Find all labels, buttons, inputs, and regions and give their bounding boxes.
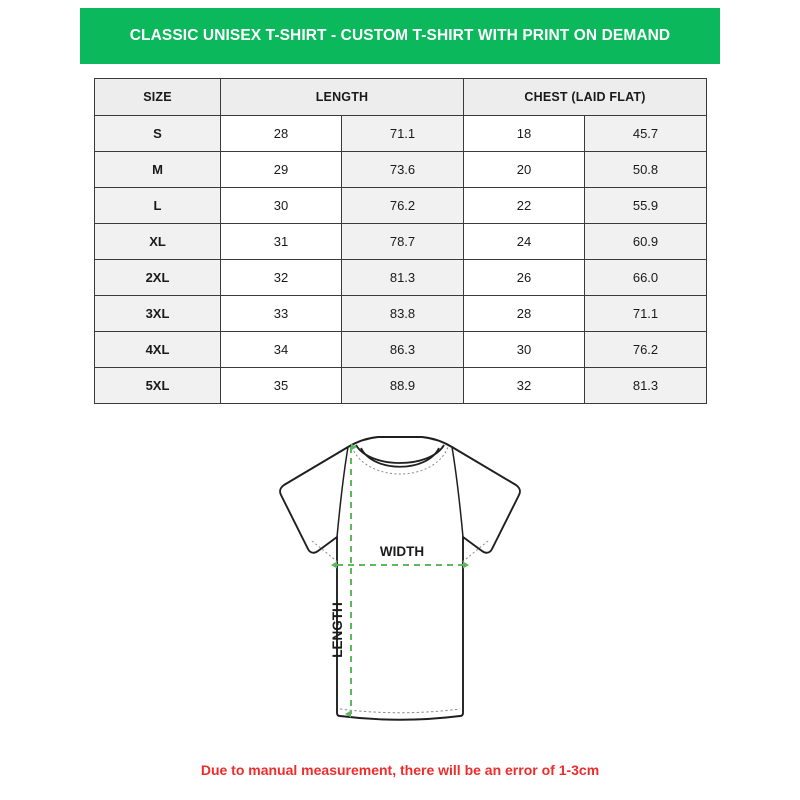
table-row: 2XL 32 81.3 26 66.0 — [94, 259, 707, 296]
cell-chest-cm: 50.8 — [584, 151, 707, 188]
page-title: CLASSIC UNISEX T-SHIRT - CUSTOM T-SHIRT … — [129, 27, 671, 44]
cell-size: 4XL — [94, 331, 221, 368]
table-row: M 29 73.6 20 50.8 — [94, 151, 707, 188]
cell-length-cm: 76.2 — [341, 187, 464, 224]
cell-length-inches: 35 — [220, 367, 342, 404]
tshirt-illustration: WIDTH LENGTH — [279, 436, 521, 721]
cell-length-inches: 28 — [220, 115, 342, 152]
cell-chest-cm: 66.0 — [584, 259, 707, 296]
cell-chest-cm: 55.9 — [584, 187, 707, 224]
header-banner: CLASSIC UNISEX T-SHIRT - CUSTOM T-SHIRT … — [80, 8, 720, 64]
cell-length-cm: 81.3 — [341, 259, 464, 296]
cell-length-cm: 86.3 — [341, 331, 464, 368]
collar-stitch-line — [351, 446, 449, 475]
cell-chest-inches: 22 — [463, 187, 585, 224]
cell-size: L — [94, 187, 221, 224]
table-row: 5XL 35 88.9 32 81.3 — [94, 367, 707, 404]
cell-chest-cm: 81.3 — [584, 367, 707, 404]
cell-size: 3XL — [94, 295, 221, 332]
cell-chest-cm: 76.2 — [584, 331, 707, 368]
cell-length-inches: 32 — [220, 259, 342, 296]
cell-length-inches: 33 — [220, 295, 342, 332]
cell-size: 2XL — [94, 259, 221, 296]
cell-size: S — [94, 115, 221, 152]
length-label: LENGTH — [330, 602, 345, 658]
cell-chest-inches: 32 — [463, 367, 585, 404]
width-label: WIDTH — [380, 544, 424, 559]
measurement-disclaimer: Due to manual measurement, there will be… — [200, 762, 600, 778]
table-row: S 28 71.1 18 45.7 — [94, 115, 707, 152]
size-chart-table: SIZE LENGTH CHEST (LAID FLAT) S 28 71.1 18 4… — [94, 78, 707, 404]
table-row: 3XL 33 83.8 28 71.1 — [94, 295, 707, 332]
column-header-chest: CHEST (LAID FLAT) — [463, 78, 707, 116]
tshirt-outline — [279, 436, 521, 721]
collar-inner-arc — [360, 447, 440, 468]
cell-chest-inches: 28 — [463, 295, 585, 332]
cell-chest-inches: 20 — [463, 151, 585, 188]
cell-length-cm: 71.1 — [341, 115, 464, 152]
table-header-row: SIZE LENGTH CHEST (LAID FLAT) — [94, 78, 707, 116]
sleeve-hem-stitch-left — [311, 540, 340, 564]
column-header-length: LENGTH — [220, 78, 464, 116]
cell-chest-inches: 30 — [463, 331, 585, 368]
cell-chest-cm: 71.1 — [584, 295, 707, 332]
cell-chest-inches: 18 — [463, 115, 585, 152]
table-row: L 30 76.2 22 55.9 — [94, 187, 707, 224]
cell-chest-inches: 26 — [463, 259, 585, 296]
cell-size: M — [94, 151, 221, 188]
table-body: S 28 71.1 18 45.7 M 29 73.6 20 50.8 L 30 76.2 22 55.9 X… — [94, 115, 707, 404]
sleeve-hem-stitch-right — [460, 540, 489, 564]
cell-length-cm: 73.6 — [341, 151, 464, 188]
cell-length-cm: 78.7 — [341, 223, 464, 260]
cell-length-inches: 30 — [220, 187, 342, 224]
cell-length-inches: 29 — [220, 151, 342, 188]
cell-size: XL — [94, 223, 221, 260]
column-header-size: SIZE — [94, 78, 221, 116]
bottom-hem-stitch — [339, 708, 461, 714]
cell-length-cm: 83.8 — [341, 295, 464, 332]
cell-chest-cm: 60.9 — [584, 223, 707, 260]
cell-length-inches: 34 — [220, 331, 342, 368]
collar-outer-arc — [355, 444, 445, 464]
table-row: XL 31 78.7 24 60.9 — [94, 223, 707, 260]
cell-chest-cm: 45.7 — [584, 115, 707, 152]
cell-length-inches: 31 — [220, 223, 342, 260]
tshirt-diagram: WIDTH LENGTH — [0, 425, 800, 745]
shoulder-seam-right — [451, 446, 464, 538]
cell-chest-inches: 24 — [463, 223, 585, 260]
table-header: SIZE LENGTH CHEST (LAID FLAT) — [94, 78, 707, 116]
cell-length-cm: 88.9 — [341, 367, 464, 404]
table-row: 4XL 34 86.3 30 76.2 — [94, 331, 707, 368]
size-chart-table-container: SIZE LENGTH CHEST (LAID FLAT) S 28 71.1 18 4… — [94, 78, 707, 404]
cell-size: 5XL — [94, 367, 221, 404]
